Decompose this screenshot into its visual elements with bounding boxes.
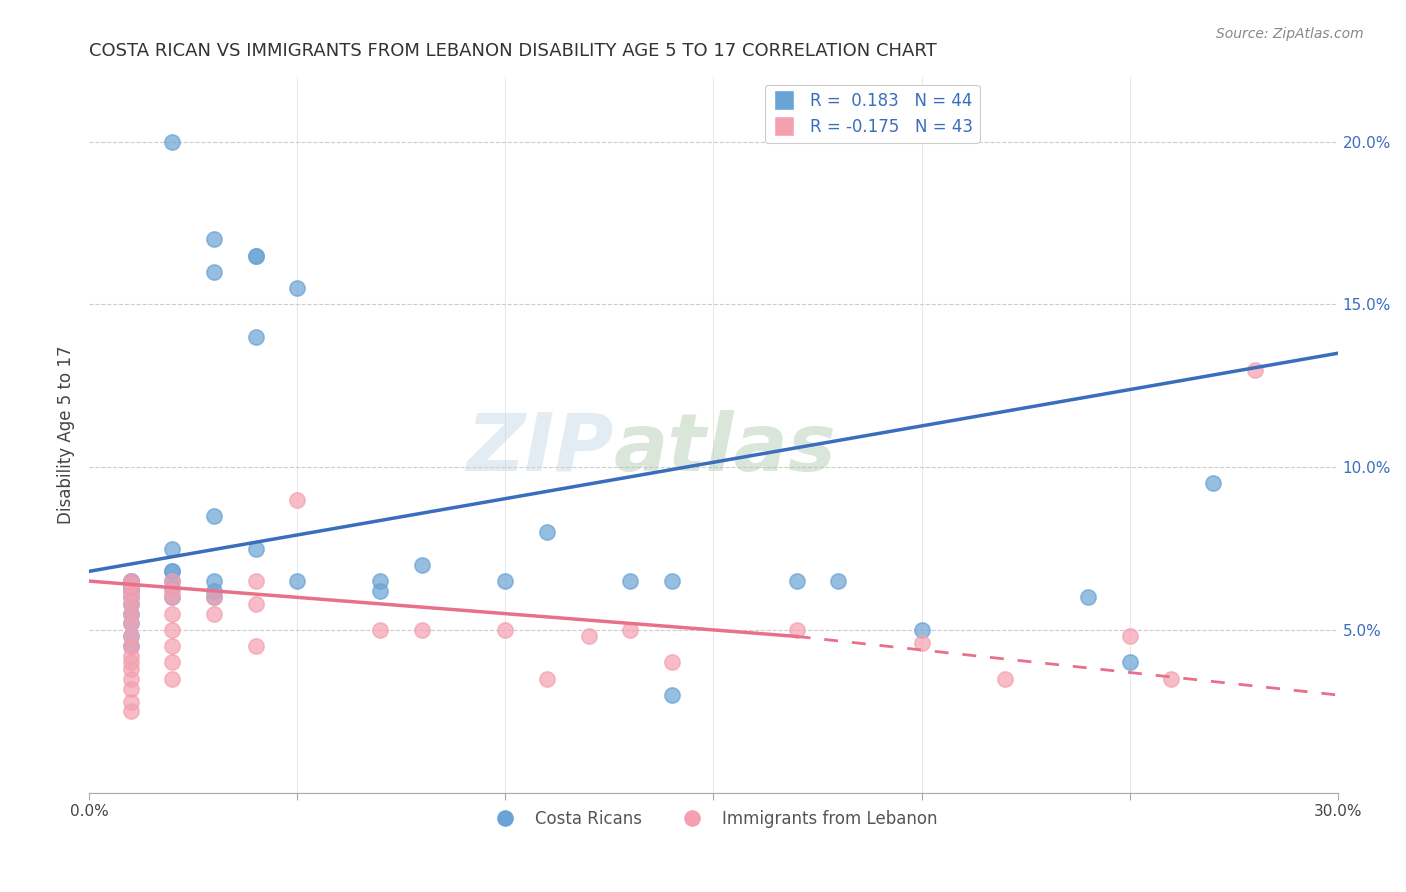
Text: atlas: atlas <box>613 410 837 488</box>
Point <box>162 565 184 579</box>
Point <box>120 597 142 611</box>
Point <box>120 629 142 643</box>
Point <box>245 541 267 556</box>
Point <box>411 558 433 572</box>
Point <box>786 574 808 588</box>
Point <box>162 581 184 595</box>
Point <box>120 581 142 595</box>
Point <box>910 636 932 650</box>
Point <box>536 525 558 540</box>
Point <box>285 574 308 588</box>
Point <box>162 591 184 605</box>
Point <box>120 694 142 708</box>
Point <box>661 574 683 588</box>
Point <box>120 583 142 598</box>
Point <box>120 656 142 670</box>
Point <box>661 656 683 670</box>
Point <box>120 616 142 631</box>
Text: Source: ZipAtlas.com: Source: ZipAtlas.com <box>1216 27 1364 41</box>
Point <box>162 623 184 637</box>
Point <box>994 672 1017 686</box>
Point <box>202 607 225 621</box>
Point <box>120 629 142 643</box>
Point <box>411 623 433 637</box>
Point <box>120 577 142 591</box>
Point <box>285 492 308 507</box>
Text: ZIP: ZIP <box>467 410 613 488</box>
Point <box>494 623 516 637</box>
Point <box>1202 476 1225 491</box>
Point <box>786 623 808 637</box>
Point <box>370 583 392 598</box>
Point <box>120 591 142 605</box>
Point <box>120 583 142 598</box>
Point <box>245 574 267 588</box>
Point <box>910 623 932 637</box>
Point <box>202 508 225 523</box>
Point <box>162 574 184 588</box>
Point <box>162 574 184 588</box>
Point <box>120 681 142 696</box>
Point <box>120 648 142 663</box>
Point <box>120 639 142 653</box>
Point <box>1243 362 1265 376</box>
Point <box>120 597 142 611</box>
Point <box>202 583 225 598</box>
Point <box>120 639 142 653</box>
Point <box>120 577 142 591</box>
Point <box>120 574 142 588</box>
Point <box>1160 672 1182 686</box>
Point <box>1077 591 1099 605</box>
Point <box>120 574 142 588</box>
Point <box>120 662 142 676</box>
Point <box>120 672 142 686</box>
Point <box>162 583 184 598</box>
Point <box>619 623 641 637</box>
Point <box>120 591 142 605</box>
Point <box>120 574 142 588</box>
Point <box>245 639 267 653</box>
Point <box>162 639 184 653</box>
Point <box>120 616 142 631</box>
Point <box>245 597 267 611</box>
Point <box>162 591 184 605</box>
Point <box>245 249 267 263</box>
Point <box>1118 656 1140 670</box>
Point <box>536 672 558 686</box>
Text: COSTA RICAN VS IMMIGRANTS FROM LEBANON DISABILITY AGE 5 TO 17 CORRELATION CHART: COSTA RICAN VS IMMIGRANTS FROM LEBANON D… <box>89 42 936 60</box>
Point <box>370 574 392 588</box>
Point <box>370 623 392 637</box>
Point <box>202 591 225 605</box>
Point <box>494 574 516 588</box>
Point <box>120 607 142 621</box>
Y-axis label: Disability Age 5 to 17: Disability Age 5 to 17 <box>58 345 75 524</box>
Point <box>1118 629 1140 643</box>
Point <box>162 656 184 670</box>
Point <box>202 574 225 588</box>
Point <box>827 574 849 588</box>
Point <box>245 249 267 263</box>
Point <box>619 574 641 588</box>
Point <box>162 541 184 556</box>
Point <box>162 565 184 579</box>
Point <box>578 629 600 643</box>
Point <box>245 330 267 344</box>
Point <box>202 265 225 279</box>
Point <box>120 607 142 621</box>
Legend: Costa Ricans, Immigrants from Lebanon: Costa Ricans, Immigrants from Lebanon <box>482 803 945 834</box>
Point <box>661 688 683 702</box>
Point <box>162 135 184 149</box>
Point <box>162 607 184 621</box>
Point <box>285 281 308 295</box>
Point <box>202 591 225 605</box>
Point <box>162 672 184 686</box>
Point <box>202 232 225 246</box>
Point <box>120 704 142 718</box>
